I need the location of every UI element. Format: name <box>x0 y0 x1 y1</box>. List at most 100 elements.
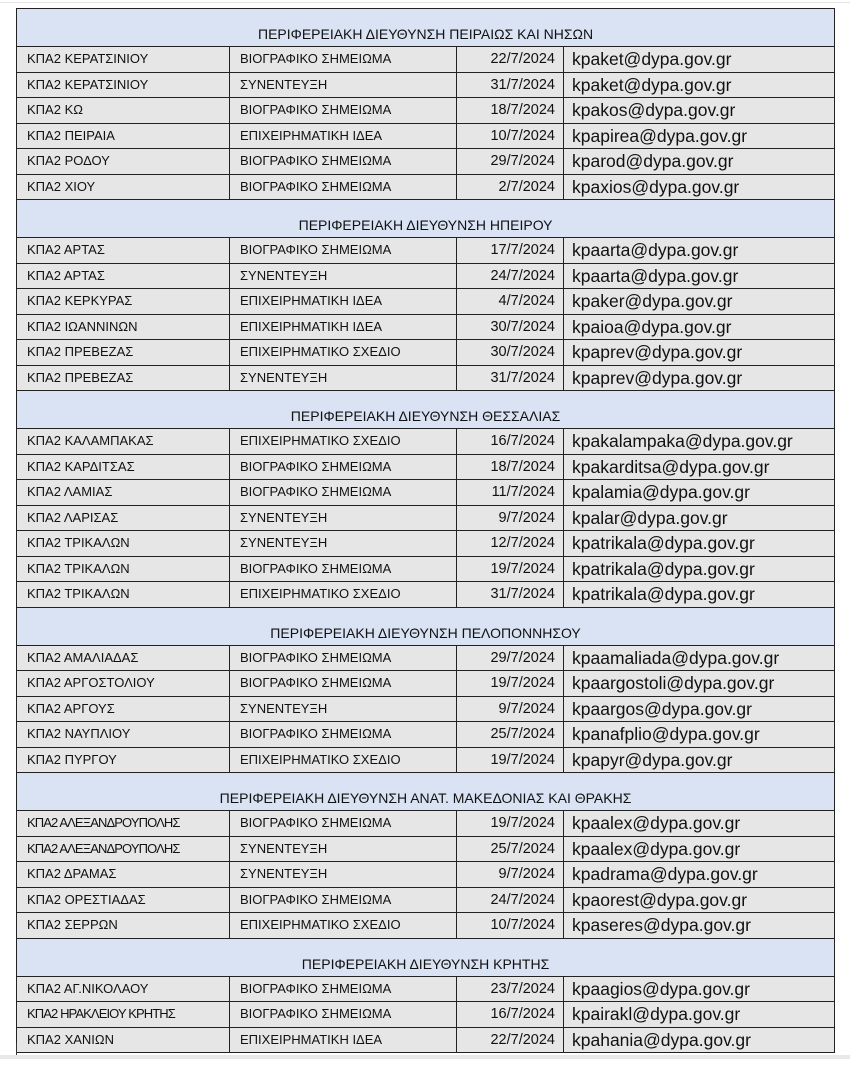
email-cell: kpaxios@dypa.gov.gr <box>562 173 836 200</box>
schedule-table: ΠΕΡΙΦΕΡΕΙΑΚΗ ΔΙΕΥΘΥΝΣΗ ΠΕΙΡΑΙΩΣ ΚΑΙ ΝΗΣΩ… <box>15 8 836 1053</box>
date-cell: 9/7/2024 <box>456 695 564 722</box>
table-row: ΚΠΑ2 ΠΥΡΓΟΥ ΕΠΙΧΕΙΡΗΜΑΤΙΚΟ ΣΧΕΔΙΟ 19/7/202… <box>16 746 836 773</box>
section-header: ΠΕΡΙΦΕΡΕΙΑΚΗ ΔΙΕΥΘΥΝΣΗ ΑΝΑΤ. ΜΑΚΕΔΟΝΙΑΣ … <box>15 772 836 811</box>
section-title: ΠΕΡΙΦΕΡΕΙΑΚΗ ΔΙΕΥΘΥΝΣΗ ΚΡΗΤΗΣ <box>15 937 836 977</box>
service-cell: ΒΙΟΓΡΑΦΙΚΟ ΣΗΜΕΙΩΜΑ <box>229 1001 457 1028</box>
service-cell: ΣΥΝΕΝΤΕΥΞΗ <box>229 835 457 862</box>
office-cell: ΚΠΑ2 ΑΛΕΞΑΝΔΡΟΥΠΟΛΗΣ <box>16 835 230 862</box>
table-row: ΚΠΑ2 ΤΡΙΚΑΛΩΝ ΒΙΟΓΡΑΦΙΚΟ ΣΗΜΕΙΩΜΑ 19/7/202… <box>16 555 836 582</box>
table-row: ΚΠΑ2 ΧΑΝΙΩΝ ΕΠΙΧΕΙΡΗΜΑΤΙΚΗ ΙΔΕΑ 22/7/2024 k… <box>16 1026 836 1053</box>
text-cursor <box>16 1043 17 1055</box>
office-cell: ΚΠΑ2 ΗΡΑΚΛΕΙΟΥ ΚΡΗΤΗΣ <box>16 1001 230 1028</box>
date-cell: 30/7/2024 <box>456 339 564 366</box>
table-row: ΚΠΑ2 ΤΡΙΚΑΛΩΝ ΣΥΝΕΝΤΕΥΞΗ 12/7/2024 kpatrika… <box>16 530 836 557</box>
date-cell: 16/7/2024 <box>456 1001 564 1028</box>
service-cell: ΒΙΟΓΡΑΦΙΚΟ ΣΗΜΕΙΩΜΑ <box>229 975 457 1002</box>
email-cell: kpairakl@dypa.gov.gr <box>562 1001 836 1028</box>
office-cell: ΚΠΑ2 ΔΡΑΜΑΣ <box>16 861 230 888</box>
date-cell: 9/7/2024 <box>456 504 564 531</box>
service-cell: ΒΙΟΓΡΑΦΙΚΟ ΣΗΜΕΙΩΜΑ <box>229 670 457 697</box>
service-cell: ΕΠΙΧΕΙΡΗΜΑΤΙΚΗ ΙΔΕΑ <box>229 288 457 315</box>
date-cell: 17/7/2024 <box>456 237 564 264</box>
table-row: ΚΠΑ2 ΚΕΡΚΥΡΑΣ ΕΠΙΧΕΙΡΗΜΑΤΙΚΗ ΙΔΕΑ 4/7/2024… <box>16 288 836 315</box>
date-cell: 11/7/2024 <box>456 479 564 506</box>
service-cell: ΕΠΙΧΕΙΡΗΜΑΤΙΚΟ ΣΧΕΔΙΟ <box>229 581 457 608</box>
email-cell: kpanafplio@dypa.gov.gr <box>562 721 836 748</box>
office-cell: ΚΠΑ2 ΚΕΡΑΤΣΙΝΙΟΥ <box>16 46 230 73</box>
office-cell: ΚΠΑ2 ΑΛΕΞΑΝΔΡΟΥΠΟΛΗΣ <box>16 810 230 837</box>
section-header: ΠΕΡΙΦΕΡΕΙΑΚΗ ΔΙΕΥΘΥΝΣΗ ΠΕΙΡΑΙΩΣ ΚΑΙ ΝΗΣΩ… <box>15 8 836 47</box>
service-cell: ΕΠΙΧΕΙΡΗΜΑΤΙΚΟ ΣΧΕΔΙΟ <box>229 912 457 939</box>
office-cell: ΚΠΑ2 ΚΩ <box>16 97 230 124</box>
date-cell: 31/7/2024 <box>456 581 564 608</box>
date-cell: 29/7/2024 <box>456 644 564 671</box>
email-cell: kpaket@dypa.gov.gr <box>562 46 836 73</box>
table-row: ΚΠΑ2 ΣΕΡΡΩΝ ΕΠΙΧΕΙΡΗΜΑΤΙΚΟ ΣΧΕΔΙΟ 10/7/202… <box>16 912 836 939</box>
service-cell: ΒΙΟΓΡΑΦΙΚΟ ΣΗΜΕΙΩΜΑ <box>229 555 457 582</box>
date-cell: 19/7/2024 <box>456 555 564 582</box>
table-row: ΚΠΑ2 ΚΑΡΔΙΤΣΑΣ ΒΙΟΓΡΑΦΙΚΟ ΣΗΜΕΙΩΜΑ 18/7/20… <box>16 453 836 480</box>
email-cell: kpaamaliada@dypa.gov.gr <box>562 644 836 671</box>
service-cell: ΒΙΟΓΡΑΦΙΚΟ ΣΗΜΕΙΩΜΑ <box>229 453 457 480</box>
date-cell: 19/7/2024 <box>456 746 564 773</box>
office-cell: ΚΠΑ2 ΠΡΕΒΕΖΑΣ <box>16 339 230 366</box>
date-cell: 30/7/2024 <box>456 313 564 340</box>
email-cell: kpaarta@dypa.gov.gr <box>562 237 836 264</box>
date-cell: 18/7/2024 <box>456 97 564 124</box>
office-cell: ΚΠΑ2 ΑΡΤΑΣ <box>16 262 230 289</box>
section-header: ΠΕΡΙΦΕΡΕΙΑΚΗ ΔΙΕΥΘΥΝΣΗ ΚΡΗΤΗΣ <box>15 937 836 977</box>
table-row: ΚΠΑ2 ΑΛΕΞΑΝΔΡΟΥΠΟΛΗΣ ΒΙΟΓΡΑΦΙΚΟ ΣΗΜΕΙΩΜΑ 1… <box>16 810 836 837</box>
office-cell: ΚΠΑ2 ΑΡΤΑΣ <box>16 237 230 264</box>
email-cell: kpapirea@dypa.gov.gr <box>562 122 836 149</box>
service-cell: ΒΙΟΓΡΑΦΙΚΟ ΣΗΜΕΙΩΜΑ <box>229 810 457 837</box>
email-cell: kpakalampaka@dypa.gov.gr <box>562 428 836 455</box>
section-header: ΠΕΡΙΦΕΡΕΙΑΚΗ ΔΙΕΥΘΥΝΣΗ ΗΠΕΙΡΟΥ <box>15 199 836 238</box>
table-row: ΚΠΑ2 ΔΡΑΜΑΣ ΣΥΝΕΝΤΕΥΞΗ 9/7/2024 kpadrama@dy… <box>16 861 836 888</box>
date-cell: 25/7/2024 <box>456 835 564 862</box>
date-cell: 23/7/2024 <box>456 975 564 1002</box>
office-cell: ΚΠΑ2 ΝΑΥΠΛΙΟΥ <box>16 721 230 748</box>
date-cell: 24/7/2024 <box>456 262 564 289</box>
service-cell: ΣΥΝΕΝΤΕΥΞΗ <box>229 695 457 722</box>
email-cell: kparod@dypa.gov.gr <box>562 148 836 175</box>
service-cell: ΣΥΝΕΝΤΕΥΞΗ <box>229 364 457 391</box>
email-cell: kpapyr@dypa.gov.gr <box>562 746 836 773</box>
office-cell: ΚΠΑ2 ΑΡΓΟΥΣ <box>16 695 230 722</box>
date-cell: 24/7/2024 <box>456 886 564 913</box>
section-title: ΠΕΡΙΦΕΡΕΙΑΚΗ ΔΙΕΥΘΥΝΣΗ ΑΝΑΤ. ΜΑΚΕΔΟΝΙΑΣ … <box>15 772 836 811</box>
section-title: ΠΕΡΙΦΕΡΕΙΑΚΗ ΔΙΕΥΘΥΝΣΗ ΗΠΕΙΡΟΥ <box>15 199 836 238</box>
service-cell: ΒΙΟΓΡΑΦΙΚΟ ΣΗΜΕΙΩΜΑ <box>229 886 457 913</box>
service-cell: ΒΙΟΓΡΑΦΙΚΟ ΣΗΜΕΙΩΜΑ <box>229 97 457 124</box>
table-row: ΚΠΑ2 ΚΕΡΑΤΣΙΝΙΟΥ ΣΥΝΕΝΤΕΥΞΗ 31/7/2024 kpake… <box>16 71 836 98</box>
table-row: ΚΠΑ2 ΧΙΟΥ ΒΙΟΓΡΑΦΙΚΟ ΣΗΜΕΙΩΜΑ 2/7/2024 kpax… <box>16 173 836 200</box>
date-cell: 25/7/2024 <box>456 721 564 748</box>
email-cell: kpatrikala@dypa.gov.gr <box>562 581 836 608</box>
service-cell: ΒΙΟΓΡΑΦΙΚΟ ΣΗΜΕΙΩΜΑ <box>229 644 457 671</box>
table-row: ΚΠΑ2 ΠΡΕΒΕΖΑΣ ΣΥΝΕΝΤΕΥΞΗ 31/7/2024 kpaprev@… <box>16 364 836 391</box>
date-cell: 18/7/2024 <box>456 453 564 480</box>
office-cell: ΚΠΑ2 ΤΡΙΚΑΛΩΝ <box>16 581 230 608</box>
table-row: ΚΠΑ2 ΚΩ ΒΙΟΓΡΑΦΙΚΟ ΣΗΜΕΙΩΜΑ 18/7/2024 kpako… <box>16 97 836 124</box>
service-cell: ΕΠΙΧΕΙΡΗΜΑΤΙΚΟ ΣΧΕΔΙΟ <box>229 428 457 455</box>
table-row: ΚΠΑ2 ΙΩΑΝΝΙΝΩΝ ΕΠΙΧΕΙΡΗΜΑΤΙΚΗ ΙΔΕΑ 30/7/20… <box>16 313 836 340</box>
email-cell: kpahania@dypa.gov.gr <box>562 1026 836 1053</box>
table-row: ΚΠΑ2 ΡΟΔΟΥ ΒΙΟΓΡΑΦΙΚΟ ΣΗΜΕΙΩΜΑ 29/7/2024 kp… <box>16 148 836 175</box>
email-cell: kpaket@dypa.gov.gr <box>562 71 836 98</box>
table-row: ΚΠΑ2 ΑΡΤΑΣ ΒΙΟΓΡΑΦΙΚΟ ΣΗΜΕΙΩΜΑ 17/7/2024 kp… <box>16 237 836 264</box>
office-cell: ΚΠΑ2 ΚΑΛΑΜΠΑΚΑΣ <box>16 428 230 455</box>
section-header: ΠΕΡΙΦΕΡΕΙΑΚΗ ΔΙΕΥΘΥΝΣΗ ΠΕΛΟΠΟΝΝΗΣΟΥ <box>15 606 836 646</box>
service-cell: ΒΙΟΓΡΑΦΙΚΟ ΣΗΜΕΙΩΜΑ <box>229 148 457 175</box>
table-row: ΚΠΑ2 ΑΛΕΞΑΝΔΡΟΥΠΟΛΗΣ ΣΥΝΕΝΤΕΥΞΗ 25/7/2024 k… <box>16 835 836 862</box>
top-divider <box>0 2 850 3</box>
office-cell: ΚΠΑ2 ΤΡΙΚΑΛΩΝ <box>16 530 230 557</box>
office-cell: ΚΠΑ2 ΡΟΔΟΥ <box>16 148 230 175</box>
section-title: ΠΕΡΙΦΕΡΕΙΑΚΗ ΔΙΕΥΘΥΝΣΗ ΠΕΛΟΠΟΝΝΗΣΟΥ <box>15 606 836 646</box>
table-row: ΚΠΑ2 ΚΕΡΑΤΣΙΝΙΟΥ ΒΙΟΓΡΑΦΙΚΟ ΣΗΜΕΙΩΜΑ 22/7/… <box>16 46 836 73</box>
office-cell: ΚΠΑ2 ΤΡΙΚΑΛΩΝ <box>16 555 230 582</box>
service-cell: ΕΠΙΧΕΙΡΗΜΑΤΙΚΗ ΙΔΕΑ <box>229 313 457 340</box>
date-cell: 19/7/2024 <box>456 670 564 697</box>
office-cell: ΚΠΑ2 ΧΙΟΥ <box>16 173 230 200</box>
date-cell: 9/7/2024 <box>456 861 564 888</box>
office-cell: ΚΠΑ2 ΛΑΡΙΣΑΣ <box>16 504 230 531</box>
email-cell: kpaalex@dypa.gov.gr <box>562 810 836 837</box>
